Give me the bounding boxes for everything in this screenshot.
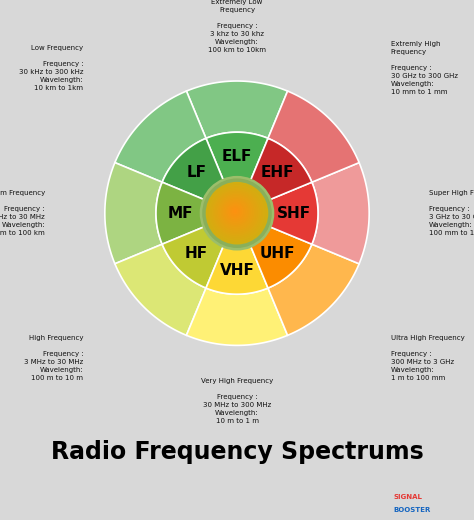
Text: BOOSTER: BOOSTER: [393, 506, 431, 513]
Polygon shape: [267, 182, 318, 244]
Text: Low Frequency

Frequency :
30 kHz to 300 kHz
Wavelength:
10 km to 1km: Low Frequency Frequency : 30 kHz to 300 …: [19, 45, 83, 91]
Circle shape: [209, 185, 265, 241]
Circle shape: [233, 210, 237, 213]
Circle shape: [204, 180, 270, 246]
Circle shape: [207, 183, 266, 243]
Polygon shape: [105, 163, 162, 264]
Circle shape: [228, 205, 242, 218]
Circle shape: [200, 176, 274, 251]
Text: Ultra High Frequency

Frequency :
300 MHz to 3 GHz
Wavelength:
1 m to 100 mm: Ultra High Frequency Frequency : 300 MHz…: [391, 335, 464, 381]
Polygon shape: [162, 226, 224, 288]
Circle shape: [226, 202, 246, 222]
Text: Super High Frequency

Frequency :
3 GHz to 30 GHz
Wavelength:
100 mm to 10 mm: Super High Frequency Frequency : 3 GHz t…: [429, 190, 474, 236]
Text: HF: HF: [185, 246, 208, 261]
Text: Extremly High
Frequency

Frequency :
30 GHz to 300 GHz
Wavelength:
10 mm to 1 mm: Extremly High Frequency Frequency : 30 G…: [391, 41, 457, 95]
Polygon shape: [206, 132, 268, 183]
Circle shape: [206, 181, 268, 244]
Polygon shape: [115, 244, 206, 335]
Circle shape: [212, 188, 261, 238]
Polygon shape: [250, 226, 312, 288]
Polygon shape: [162, 138, 224, 201]
Text: LF: LF: [187, 165, 207, 180]
Polygon shape: [186, 288, 288, 345]
Polygon shape: [186, 81, 288, 138]
Polygon shape: [268, 91, 359, 182]
Text: MF: MF: [167, 206, 193, 220]
Text: UHF: UHF: [260, 246, 295, 261]
Circle shape: [224, 200, 247, 224]
Circle shape: [216, 192, 256, 232]
Text: Medium Frequency

Frequency :
300 KHz to 30 MHz
Wavelength:
1 km to 100 km: Medium Frequency Frequency : 300 KHz to …: [0, 190, 45, 236]
Text: Extremely Low
Frequency

Frequency :
3 khz to 30 khz
Wavelength:
100 km to 10km: Extremely Low Frequency Frequency : 3 kh…: [208, 0, 266, 53]
Text: Radio Frequency Spectrums: Radio Frequency Spectrums: [51, 440, 423, 464]
Circle shape: [219, 196, 253, 229]
Polygon shape: [156, 182, 207, 244]
Polygon shape: [268, 244, 359, 335]
Text: VHF: VHF: [219, 263, 255, 278]
Text: High Frequency

Frequency :
3 MHz to 30 MHz
Wavelength:
100 m to 10 m: High Frequency Frequency : 3 MHz to 30 M…: [24, 335, 83, 381]
Polygon shape: [206, 244, 268, 294]
Circle shape: [232, 208, 238, 215]
Circle shape: [210, 186, 263, 239]
Polygon shape: [115, 91, 206, 182]
Polygon shape: [312, 163, 369, 264]
Text: ELF: ELF: [222, 149, 252, 164]
Text: Very High Frequency

Frequency :
30 MHz to 300 MHz
Wavelength:
10 m to 1 m: Very High Frequency Frequency : 30 MHz t…: [201, 378, 273, 424]
Text: EHF: EHF: [261, 165, 294, 180]
Circle shape: [222, 199, 249, 225]
Text: SIGNAL: SIGNAL: [393, 494, 422, 500]
Polygon shape: [250, 138, 312, 201]
Circle shape: [213, 189, 259, 236]
Circle shape: [227, 203, 244, 220]
Circle shape: [218, 194, 254, 230]
Circle shape: [221, 197, 251, 227]
Circle shape: [230, 206, 240, 216]
Circle shape: [215, 191, 258, 234]
Text: SHF: SHF: [277, 206, 311, 220]
